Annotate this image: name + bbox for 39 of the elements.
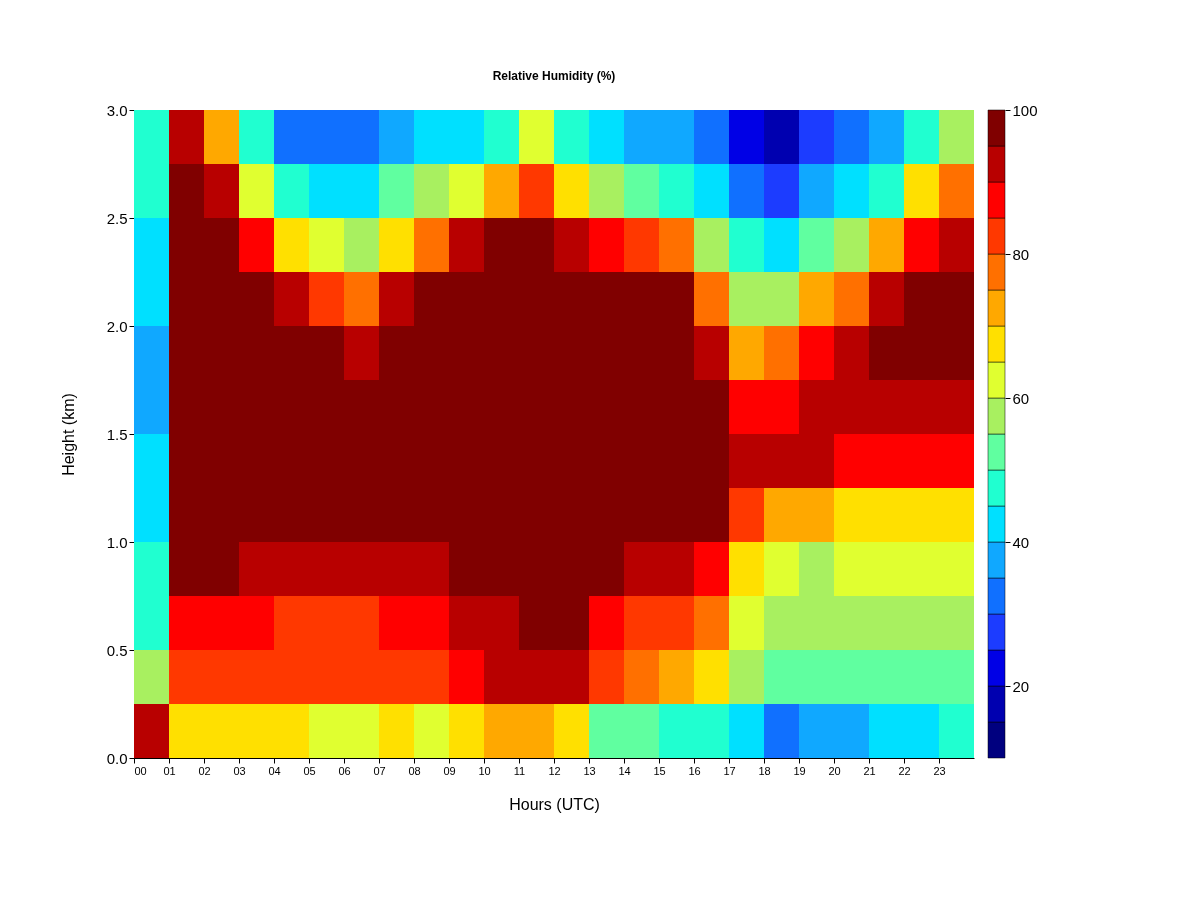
y-tick-label: 3.0 — [106, 101, 128, 119]
x-tick-label: 01 — [163, 764, 176, 777]
x-tick-label: 10 — [478, 764, 491, 777]
x-tick-label: 11 — [513, 764, 526, 777]
color-bar-label: 40 — [1012, 533, 1030, 551]
y-tick-label: 2.0 — [106, 317, 128, 335]
x-tick-label: 23 — [933, 764, 946, 777]
x-tick-label: 04 — [268, 764, 281, 777]
x-tick-label: 05 — [303, 764, 316, 777]
x-tick-label: 14 — [618, 764, 631, 777]
x-tick-label: 08 — [408, 764, 421, 777]
chart-title: Relative Humidity (%) — [492, 69, 616, 83]
x-axis-title: Hours (UTC) — [509, 795, 600, 813]
x-tick-label: 18 — [758, 764, 771, 777]
y-tick-label: 0.0 — [106, 749, 128, 767]
color-bar-label: 60 — [1012, 389, 1030, 407]
y-axis-title: Height (km) — [59, 393, 77, 476]
x-tick-label: 07 — [373, 764, 386, 777]
x-tick-label: 22 — [898, 764, 911, 777]
color-bar-label: 80 — [1012, 245, 1030, 263]
x-tick-label: 15 — [653, 764, 666, 777]
x-tick-label: 19 — [793, 764, 806, 777]
y-tick-label: 1.0 — [106, 533, 128, 551]
color-bar-label: 100 — [1012, 101, 1038, 119]
x-tick-label: 13 — [583, 764, 596, 777]
x-tick-label: 02 — [198, 764, 211, 777]
color-bar-label: 20 — [1012, 677, 1030, 695]
y-tick-label: 2.5 — [106, 209, 128, 227]
x-tick-label: 12 — [548, 764, 561, 777]
x-tick-label: 17 — [723, 764, 736, 777]
x-tick-label: 06 — [338, 764, 351, 777]
x-tick-label: 20 — [828, 764, 841, 777]
x-tick-label: 03 — [233, 764, 246, 777]
x-tick-label: 16 — [688, 764, 701, 777]
x-tick-label: 09 — [443, 764, 456, 777]
y-tick-label: 1.5 — [106, 425, 128, 443]
x-tick-label: 21 — [863, 764, 876, 777]
x-tick-label: 00 — [134, 764, 147, 777]
y-tick-label: 0.5 — [106, 641, 128, 659]
